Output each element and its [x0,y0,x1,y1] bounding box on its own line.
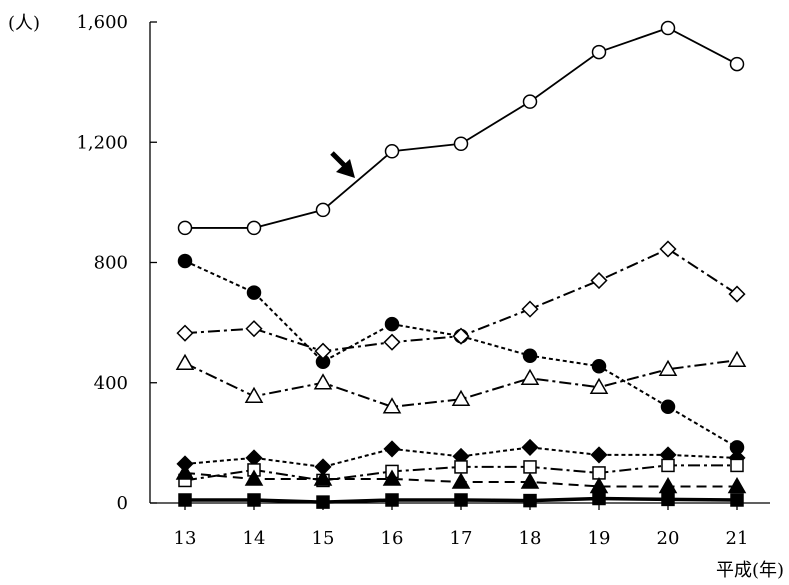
data-point [177,253,193,269]
data-point [591,358,607,374]
data-point [659,240,677,258]
data-point [590,271,608,290]
data-point [383,333,401,351]
series-line [184,260,738,449]
data-point [245,320,263,338]
x-tick-label: 20 [657,528,680,549]
data-point [590,446,608,464]
annotation-arrow [330,151,355,178]
data-point [522,94,538,109]
data-point [385,493,399,507]
x-tick-label: 16 [381,528,404,549]
data-point [244,386,264,404]
series-square-open [178,458,744,488]
series-circle-filled [177,253,745,455]
series-line [185,27,738,229]
data-point [660,20,676,36]
series-diamond-open [176,240,746,360]
data-point [658,476,678,494]
data-point [727,476,747,494]
data-point [451,472,471,489]
data-point [522,348,538,363]
data-point [523,460,537,474]
data-point [246,285,262,300]
series-line [184,359,738,408]
x-tick-label: 17 [450,528,473,549]
y-tick-label: 0 [117,493,128,514]
data-point [730,493,744,507]
series-triangle-open [175,350,747,414]
data-point [247,493,261,507]
data-point [523,493,537,508]
data-point [316,495,330,509]
series-circle-open [177,20,745,236]
data-point [314,342,332,360]
data-point [384,144,400,159]
data-point [451,389,471,407]
data-point [521,300,539,318]
y-tick-label: 800 [94,253,128,274]
x-tick-label: 15 [312,528,335,549]
data-point [591,44,607,60]
data-point [384,316,400,332]
data-point [175,353,195,370]
y-unit-label: (人) [8,13,40,34]
data-point [453,136,469,152]
series-line [184,446,738,468]
data-point [454,493,468,507]
data-point [244,469,264,486]
data-point [661,492,675,507]
data-point [246,220,262,236]
data-point [592,491,606,506]
x-tick-label: 14 [243,528,266,549]
data-point [454,460,468,474]
data-point [315,202,331,218]
series-group [175,20,747,509]
data-point [313,373,333,390]
x-tick-label: 18 [519,528,542,549]
data-point [520,368,540,385]
data-point [660,399,676,415]
data-point [661,458,675,473]
data-point [245,449,263,467]
series-triangle-filled [175,463,747,494]
data-point [658,359,678,376]
data-point [452,327,470,345]
data-point [177,220,193,236]
data-point [382,469,402,486]
x-tick-label: 13 [174,528,197,549]
y-tick-label: 1,600 [76,12,128,33]
data-point [382,397,402,414]
x-unit-label: 平成(年) [716,560,784,581]
data-point [727,350,747,367]
data-point [178,493,192,507]
data-point [520,472,540,489]
data-point [176,324,194,342]
data-point [589,377,609,395]
series-square-filled [178,491,744,509]
data-point [383,440,401,458]
data-point [730,458,744,473]
data-point [728,285,746,303]
data-point [175,463,195,480]
y-tick-group: 0 400 800 1,200 1,600 [76,12,157,514]
y-tick-label: 1,200 [76,132,128,153]
data-point [313,469,333,486]
data-point [729,56,745,72]
x-tick-label: 19 [588,528,611,549]
series-diamond-filled [176,438,746,476]
x-tick-label: 21 [726,528,749,549]
y-tick-label: 400 [94,373,128,394]
data-point [521,438,539,456]
x-tick-group: 13 14 15 16 17 18 19 20 21 [174,503,749,549]
